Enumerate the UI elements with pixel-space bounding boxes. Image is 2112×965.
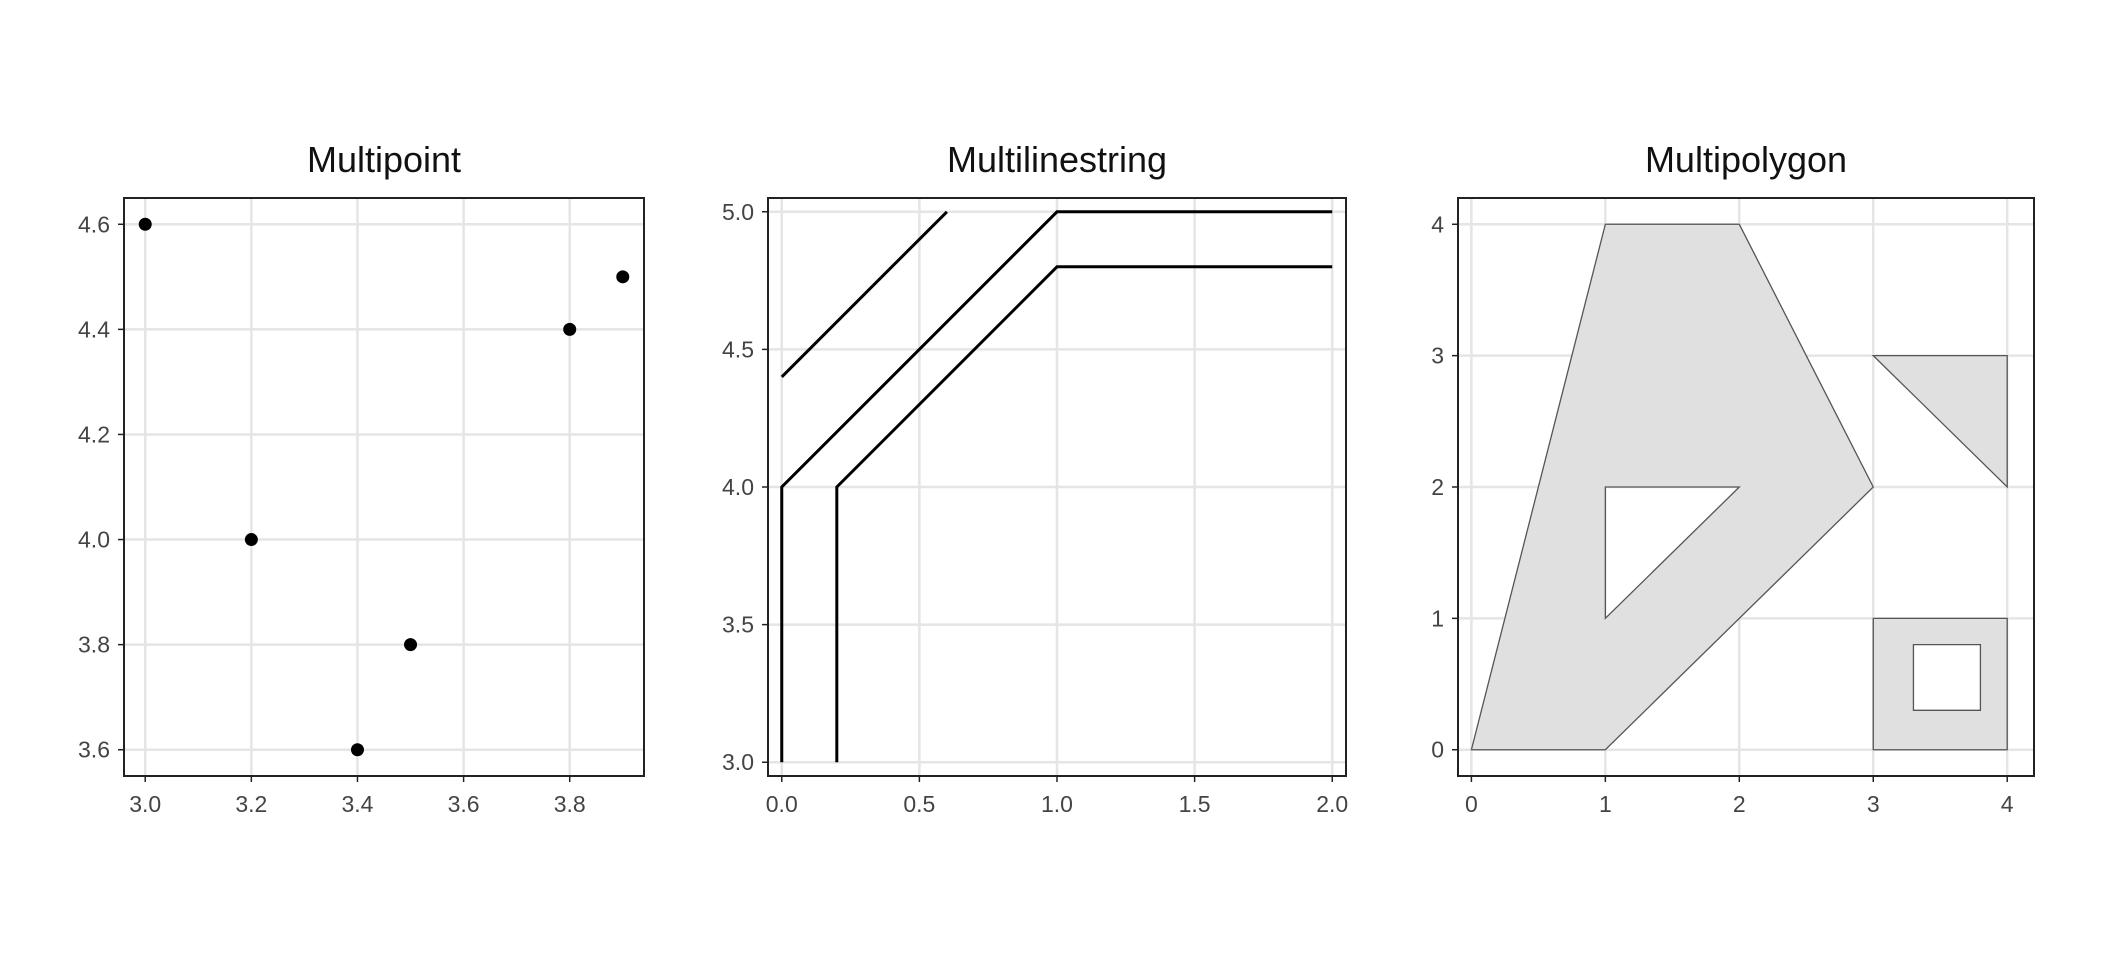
data-point-2 — [350, 743, 364, 757]
multilinestring-panel: 0.0 0.5 1.0 1.5 2.0 3.0 3.5 4.0 4.5 5.0 Multilines… — [722, 139, 1348, 817]
data-point-1 — [244, 533, 258, 547]
data-point-5 — [616, 270, 630, 284]
polygon-1 — [1871, 354, 2008, 489]
multipolygon-ytick-label-2: 2 — [1431, 474, 1444, 500]
linestring-2 — [835, 265, 1333, 763]
multipolygon-ytick-label-0: 0 — [1431, 737, 1444, 763]
multipoint-xtick-label-2: 3.4 — [341, 791, 373, 817]
linestring-1 — [780, 210, 1333, 763]
multipolygon-xtick-label-1: 1 — [1599, 791, 1612, 817]
multipoint-xtick-label-3: 3.6 — [448, 791, 480, 817]
data-point-3 — [404, 638, 418, 652]
multilinestring-xtick-label-2: 1.0 — [1041, 791, 1073, 817]
multipoint-panel: 3.0 3.2 3.4 3.6 3.8 3.6 3.8 4.0 4.2 4.4 4.6 Multipo… — [78, 139, 645, 817]
polygon-0 — [1470, 223, 1875, 751]
multipolygon-xtick-label-3: 3 — [1867, 791, 1880, 817]
multipolygon-panel: 0 1 2 3 4 0 1 2 3 4 Multipolygon — [1431, 139, 2035, 817]
multipoint-ytick-label-0: 3.6 — [78, 737, 110, 763]
multilinestring-ytick-label-0: 3.0 — [722, 749, 754, 775]
multipoint-xtick-label-0: 3.0 — [129, 791, 161, 817]
multilinestring-ytick-label-2: 4.0 — [722, 474, 754, 500]
multipolygon-title: Multipolygon — [1645, 139, 1847, 180]
multilinestring-ytick-label-3: 4.5 — [722, 336, 754, 362]
multipolygon-ytick-label-3: 3 — [1431, 343, 1444, 369]
multipoint-frame — [123, 197, 645, 777]
multilinestring-xtick-label-1: 0.5 — [903, 791, 935, 817]
multipoint-xtick-label-4: 3.8 — [554, 791, 586, 817]
multilinestring-xtick-label-0: 0.0 — [766, 791, 798, 817]
multipoint-ytick-label-2: 4.0 — [78, 527, 110, 553]
multilinestring-ytick-label-1: 3.5 — [722, 612, 754, 638]
multipolygon-ytick-label-4: 4 — [1431, 211, 1444, 237]
multipolygon-xtick-label-4: 4 — [2001, 791, 2014, 817]
multipolygon-ytick-label-1: 1 — [1431, 605, 1444, 631]
multipoint-ytick-label-1: 3.8 — [78, 632, 110, 658]
multipoint-ytick-label-5: 4.6 — [78, 211, 110, 237]
multipoint-xtick-label-1: 3.2 — [235, 791, 267, 817]
multipolygon-xtick-label-2: 2 — [1733, 791, 1746, 817]
multipoint-ytick-label-4: 4.4 — [78, 316, 110, 342]
multipoint-title: Multipoint — [307, 139, 461, 180]
multilinestring-ytick-label-4: 5.0 — [722, 199, 754, 225]
multipoint-ytick-label-3: 4.2 — [78, 421, 110, 447]
multilinestring-xtick-label-3: 1.5 — [1179, 791, 1211, 817]
data-point-0 — [138, 217, 152, 231]
linestring-0 — [780, 210, 948, 378]
multilinestring-xtick-label-4: 2.0 — [1316, 791, 1348, 817]
polygon-2 — [1872, 617, 2008, 751]
multipolygon-xtick-label-0: 0 — [1465, 791, 1478, 817]
multilinestring-title: Multilinestring — [947, 139, 1167, 180]
data-point-4 — [563, 322, 577, 336]
